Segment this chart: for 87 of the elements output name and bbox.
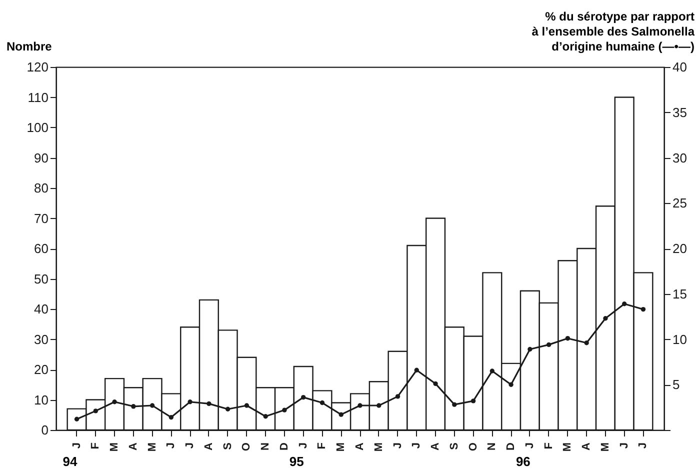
x-tick-label: O: [467, 442, 480, 452]
point: [603, 316, 608, 321]
point: [263, 414, 268, 419]
x-tick-label: M: [372, 442, 385, 452]
point: [282, 408, 287, 412]
point: [338, 412, 344, 417]
x-tick-label: D: [505, 442, 518, 450]
text: 94: [62, 454, 78, 469]
point: [622, 302, 627, 306]
x-tick-label: M: [146, 442, 158, 452]
x-tick-label: J: [297, 442, 310, 449]
point: [414, 368, 419, 372]
y-tick-label: 70: [34, 210, 48, 226]
x-tick-label: J: [165, 442, 178, 449]
point: [131, 404, 136, 409]
y-tick-label: 90: [34, 150, 48, 166]
x-tick-label: M: [335, 442, 348, 452]
point: [358, 403, 362, 408]
x-tick-label: J: [618, 442, 630, 449]
y2-tick-label: 30: [672, 150, 687, 166]
y2-tick-label: 15: [672, 286, 687, 302]
point: [244, 403, 250, 408]
x-tick-label: A: [430, 442, 442, 450]
y-tick-label: 10: [34, 392, 48, 408]
point: [206, 401, 212, 406]
y2-tick-label: 35: [672, 104, 687, 120]
text: 96: [516, 454, 530, 469]
y2-axis-title: % du sérotype par rapport à l’ensemble des Salmonella d’origine humaine (—•—): [532, 10, 695, 54]
x-tick-label: S: [222, 442, 234, 450]
x-tick-label: J: [70, 442, 83, 449]
x-tick-label: M: [562, 442, 574, 452]
x-tick-label: S: [448, 442, 460, 450]
point: [93, 408, 98, 414]
point: [490, 368, 495, 374]
y-tick-label: 110: [28, 90, 48, 105]
x-tick-label: F: [542, 442, 555, 450]
x-tick-label: D: [278, 442, 290, 450]
x-tick-label: A: [127, 442, 140, 450]
y-tick-label: 50: [34, 271, 48, 286]
point: [395, 394, 400, 399]
point: [320, 400, 325, 406]
x-tick-label: A: [354, 442, 366, 450]
x-tick-label: J: [410, 442, 423, 449]
y2-tick-label: 5: [672, 377, 680, 392]
point: [528, 346, 532, 352]
y-tick-label: 60: [34, 241, 48, 256]
x-tick-label: N: [486, 442, 498, 450]
point: [168, 414, 174, 420]
y2-tick-label: 40: [672, 60, 687, 74]
y2-tick-label: 20: [672, 241, 687, 256]
x-tick-label: M: [108, 442, 121, 452]
y2-tick-label: 25: [672, 196, 687, 211]
x-tick-label: O: [240, 442, 253, 452]
x-tick-label: F: [316, 442, 328, 450]
point: [188, 400, 192, 404]
x-tick-label: N: [260, 442, 272, 450]
point: [433, 381, 438, 386]
x-tick-label: J: [637, 442, 650, 449]
x-tick-label: A: [580, 442, 593, 450]
point: [301, 394, 306, 400]
point: [452, 402, 457, 407]
y-tick-label: 40: [34, 302, 48, 316]
y-axis-title: Nombre: [6, 40, 52, 54]
y-tick-label: 120: [26, 60, 48, 74]
point: [546, 342, 552, 348]
point: [640, 306, 646, 312]
y-tick-label: 20: [34, 362, 48, 377]
point: [565, 336, 570, 341]
point: [225, 406, 230, 412]
point: [150, 403, 155, 408]
y-tick-label: 0: [41, 422, 48, 438]
point: [508, 382, 514, 387]
x-tick-label: J: [524, 442, 536, 449]
y-tick-label: 80: [34, 180, 48, 196]
x-tick-label: J: [392, 442, 404, 449]
x-tick-label: F: [90, 442, 102, 450]
y2-tick-label: 10: [672, 332, 687, 347]
y-tick-label: 100: [26, 120, 48, 135]
point: [376, 403, 382, 408]
x-tick-label: M: [599, 442, 612, 452]
point: [584, 340, 589, 346]
text: 95: [289, 454, 304, 469]
x-tick-label: A: [202, 442, 215, 450]
y-tick-label: 30: [34, 332, 48, 347]
point: [112, 400, 117, 404]
x-tick-label: J: [184, 442, 196, 449]
point: [470, 398, 476, 404]
